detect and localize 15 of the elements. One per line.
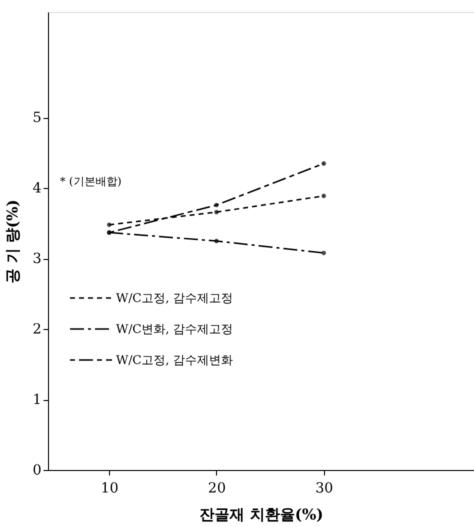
y-axis-title: 공 기 량(%) xyxy=(4,200,22,284)
y-tick-label: 3 xyxy=(32,251,42,268)
legend-label: W/C고정, 감수제변화 xyxy=(116,353,234,367)
x-axis-title: 잔골재 치환율(%) xyxy=(200,506,324,524)
legend-label: W/C변화, 감수제고정 xyxy=(116,322,234,336)
y-tick-label: 0 xyxy=(32,462,42,478)
y-tick-label: 1 xyxy=(32,392,42,408)
x-tick-label: 30 xyxy=(315,480,334,496)
legend-label: W/C고정, 감수제고정 xyxy=(116,291,234,305)
y-tick-label: 5 xyxy=(32,110,42,126)
y-tick-label: 2 xyxy=(32,322,42,338)
x-tick-label: 20 xyxy=(208,480,226,496)
y-tick-label: 4 xyxy=(32,180,42,197)
x-tick-label: 10 xyxy=(100,480,119,496)
annotation: * (기본배합) xyxy=(60,175,122,188)
